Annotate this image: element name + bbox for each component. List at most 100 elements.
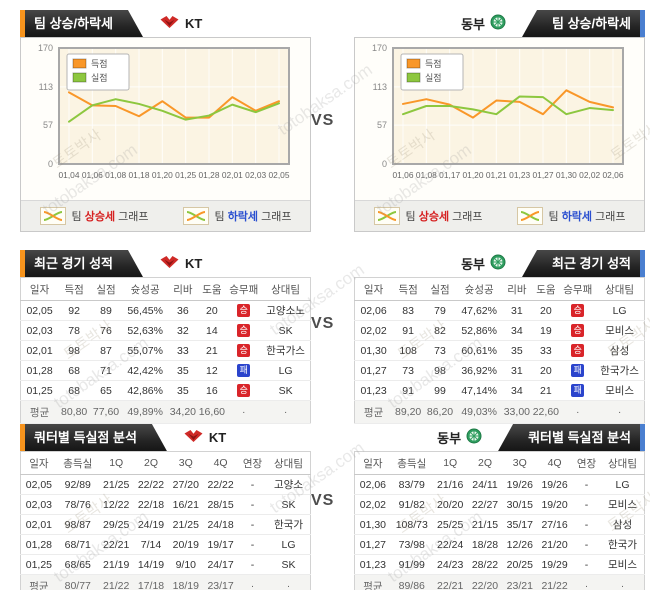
table-cell: 21/22: [98, 574, 134, 590]
table-cell: 모비스: [600, 494, 645, 515]
section-header: 동부 최근 경기 성적: [354, 250, 645, 277]
table-cell: 20/19: [168, 534, 204, 555]
legend-entry: 득점: [425, 58, 442, 69]
trend-up-icon: [39, 207, 66, 225]
section-banner: 최근 경기 성적: [522, 250, 645, 277]
table-cell: 80,80: [58, 400, 91, 424]
table-cell: 29/25: [98, 514, 134, 535]
table-cell: 21/25: [168, 514, 204, 535]
table-cell: 24/17: [203, 554, 238, 575]
table-cell: 삼성: [600, 514, 645, 535]
table-header-row: 일자 총득실 1Q 2Q 3Q 4Q 연장 상대팀: [354, 451, 645, 475]
table-cell: -: [571, 514, 601, 535]
table-cell: 14: [197, 320, 227, 341]
legend-swatch: [72, 72, 87, 83]
table-cell: 18/19: [168, 574, 204, 590]
table-cell: 01,30: [354, 340, 393, 361]
team-name: KT: [208, 430, 227, 445]
trend-down-icon: [182, 207, 209, 225]
table-cell: 27/16: [537, 514, 572, 535]
table-cell: LG: [600, 474, 645, 495]
column-header: 3Q: [502, 451, 538, 475]
table-cell: 33,00: [502, 400, 532, 424]
table-cell: 20: [531, 300, 561, 321]
table-cell: 35: [168, 360, 198, 381]
table-cell: SK: [266, 554, 311, 575]
section-banner: 최근 경기 성적: [20, 250, 143, 277]
average-row: 평균 89,20 86,20 49,03% 33,00 22,60 · ·: [354, 400, 645, 424]
y-axis-tick: 113: [373, 82, 387, 92]
quarter-table-dongbu: 일자 총득실 1Q 2Q 3Q 4Q 연장 상대팀 02,06 83/79 21/16 24/11 19…: [354, 451, 645, 590]
table-cell: ·: [571, 574, 601, 590]
table-cell: 패: [560, 380, 596, 401]
table-cell: 55,07%: [121, 340, 169, 361]
table-cell: 83/79: [390, 474, 433, 495]
table-cell: 91/82: [390, 494, 433, 515]
table-cell: 99: [424, 380, 456, 401]
x-axis-tick: 01,08: [416, 170, 437, 180]
table-cell: -: [237, 514, 267, 535]
x-axis-tick: 01,20: [463, 170, 484, 180]
section-header: 최근 경기 성적 KT: [20, 250, 311, 277]
team-tag-dongbu: 동부: [437, 428, 482, 447]
x-axis-tick: 01,04: [59, 170, 80, 180]
table-row: 02,03 78 76 52,63% 32 14 승 SK: [20, 320, 311, 341]
column-header: 상대팀: [266, 451, 311, 475]
column-header: 총득실: [56, 451, 99, 475]
table-cell: SK: [261, 380, 311, 401]
table-header-row: 일자 득점 실점 슛성공 리바 도움 승무패 상대팀: [20, 277, 311, 301]
column-header: 4Q: [203, 451, 238, 475]
table-cell: 평균: [354, 400, 393, 424]
chart-area: 0 57 113 170 01,04 01,06 01,08 01,18 01,20 01,25 0…: [21, 38, 310, 219]
series-line-실점: [402, 95, 614, 116]
table-cell: 33: [168, 340, 198, 361]
legend-entry: 득점: [91, 58, 108, 69]
result-badge: 승: [237, 324, 251, 337]
table-cell: 20: [531, 360, 561, 381]
table-cell: 25/25: [432, 514, 468, 535]
trend-up-legend: 팀 상승세 그래프: [39, 207, 149, 225]
table-cell: 89: [90, 300, 122, 321]
table-row: 01,25 68 65 42,86% 35 16 승 SK: [20, 380, 311, 401]
table-cell: LG: [261, 360, 311, 381]
column-header: 승무패: [226, 277, 262, 301]
legend-label: 팀 하락세 그래프: [214, 211, 292, 223]
section-title: 팀 상승/하락세: [34, 16, 113, 31]
x-axis-tick: 01,21: [486, 170, 507, 180]
table-cell: -: [237, 494, 267, 515]
x-axis-tick: 02,05: [269, 170, 290, 180]
result-badge: 패: [237, 364, 251, 377]
table-cell: 79: [424, 300, 456, 321]
table-cell: 35/17: [502, 514, 538, 535]
x-axis-tick: 02,03: [245, 170, 266, 180]
table-cell: -: [237, 474, 267, 495]
table-cell: 19/26: [537, 474, 572, 495]
trend-section-dongbu: 동부 팀 상승/하락세 0 57 113 170 01,06 01,08 01,17 01,2…: [354, 10, 650, 232]
table-row: 01,30 108/73 25/25 21/15 35/17 27/16- 삼성: [354, 514, 645, 535]
table-cell: 모비스: [595, 380, 645, 401]
quarter-section-kt: 쿼터별 득실점 분석 KT 일자 총득실 1Q 2Q 3Q 4Q 연장 상대팀 02,05 92/…: [20, 424, 311, 590]
table-cell: 31: [502, 360, 532, 381]
table-cell: 삼성: [595, 340, 645, 361]
dongbu-logo-icon: [490, 14, 506, 33]
y-axis-tick: 57: [43, 120, 53, 130]
legend-swatch: [406, 72, 421, 83]
table-cell: 모비스: [600, 554, 645, 575]
table-cell: 24/11: [467, 474, 503, 495]
section-title: 쿼터별 득실점 분석: [34, 430, 137, 445]
section-banner: 팀 상승/하락세: [522, 10, 645, 37]
column-header: 상대팀: [600, 451, 645, 475]
table-cell: 01,28: [20, 360, 59, 381]
table-cell: 02,01: [20, 340, 59, 361]
table-cell: -: [571, 554, 601, 575]
table-cell: 73/98: [390, 534, 433, 555]
table-row: 01,28 68/71 22/21 7/14 20/19 19/17- LG: [20, 534, 311, 555]
series-line-득점: [68, 91, 280, 119]
result-badge: 승: [237, 344, 251, 357]
table-cell: 91: [392, 320, 425, 341]
y-axis-tick: 113: [39, 82, 53, 92]
table-cell: 91/99: [390, 554, 433, 575]
table-cell: 52,86%: [455, 320, 503, 341]
table-cell: -: [571, 494, 601, 515]
table-cell: 21: [197, 340, 227, 361]
